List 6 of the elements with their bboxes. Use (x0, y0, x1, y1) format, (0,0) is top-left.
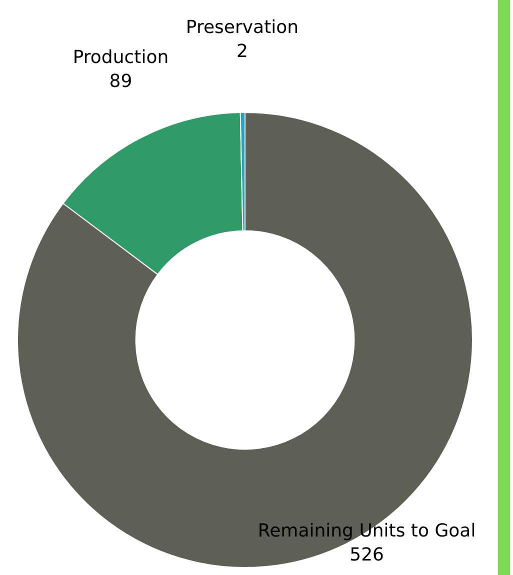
slice-label: Preservation (186, 17, 299, 38)
data-label: 2 (236, 41, 248, 62)
data-label: 526 (350, 544, 384, 566)
data-label: 89 (109, 71, 132, 92)
slice-label: Production (72, 47, 169, 68)
slice-label: Remaining Units to Goal (258, 520, 476, 542)
